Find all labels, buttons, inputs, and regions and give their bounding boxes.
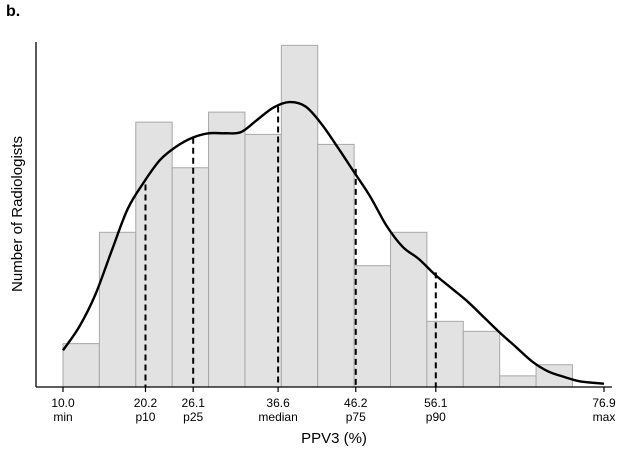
histogram-bar-4 — [208, 111, 246, 388]
histogram-bar-6 — [280, 44, 319, 388]
histogram-bar-11 — [462, 330, 501, 388]
x-tick-sublabel-0: min — [53, 410, 72, 424]
x-tick-sublabel-5: p90 — [426, 410, 446, 424]
x-tick-label-4: 46.2 — [344, 396, 368, 410]
histogram-bar-2 — [135, 121, 173, 388]
x-tick-label-1: 20.2 — [134, 396, 158, 410]
x-tick-sublabel-2: p25 — [183, 410, 203, 424]
histogram-bar-9 — [390, 231, 428, 388]
density-curve — [62, 100, 605, 385]
histogram-bar-10 — [426, 320, 464, 388]
x-tick-sublabel-3: median — [258, 410, 297, 424]
x-tick-sublabel-6: max — [593, 410, 616, 424]
histogram-bar-5 — [244, 133, 282, 388]
histogram-bar-1 — [98, 231, 137, 388]
x-tick-sublabel-4: p75 — [346, 410, 366, 424]
histogram-bar-7 — [317, 143, 355, 388]
x-tick-label-0: 10.0 — [51, 396, 75, 410]
y-axis-label: Number of Radiologists — [9, 136, 26, 292]
x-tick-label-3: 36.6 — [266, 396, 290, 410]
histogram-bar-0 — [62, 343, 100, 388]
x-tick-label-2: 26.1 — [182, 396, 206, 410]
histogram-bar-3 — [171, 167, 210, 388]
panel-label: b. — [6, 3, 21, 20]
histogram-bar-8 — [353, 265, 392, 388]
histogram-bars — [62, 44, 573, 388]
x-axis-label: PPV3 (%) — [301, 430, 367, 447]
percentile-lines — [144, 106, 437, 387]
x-tick-label-6: 76.9 — [592, 396, 616, 410]
histogram-bar-12 — [499, 375, 537, 388]
x-tick-sublabel-1: p10 — [135, 410, 155, 424]
x-tick-label-5: 56.1 — [424, 396, 448, 410]
